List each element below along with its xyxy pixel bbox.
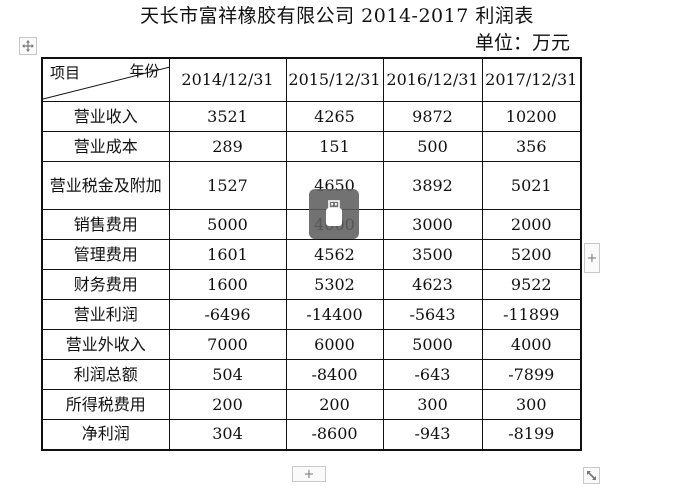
table-cell: 1600 (168, 269, 287, 300)
table-cell: 200 (285, 389, 384, 420)
unit-label: 单位：万元 (474, 32, 570, 54)
table-row: 财务费用 1600 5302 4623 9522 (41, 269, 582, 300)
table-cell: -6496 (168, 299, 287, 330)
table-cell: 5000 (382, 329, 483, 360)
table-cell: 1527 (168, 161, 287, 210)
table-cell: 5000 (168, 209, 287, 240)
table-cell: -7899 (481, 359, 582, 390)
row-label: 营业成本 (41, 131, 170, 162)
row-label: 营业利润 (41, 299, 170, 330)
table-cell: 1601 (168, 239, 287, 270)
add-column-button[interactable]: + (584, 243, 600, 273)
year-header: 2017/12/31 (481, 57, 582, 102)
move-icon (22, 40, 34, 52)
table-cell: 3892 (382, 161, 483, 210)
table-cell: 500 (382, 131, 483, 162)
table-cell: 3521 (168, 101, 287, 132)
table-cell: 10200 (481, 101, 582, 132)
table-cell: -14400 (285, 299, 384, 330)
table-row: 净利润 304 -8600 -943 -8199 (41, 419, 582, 450)
row-label: 净利润 (41, 419, 170, 450)
table-cell: 6000 (285, 329, 384, 360)
table-cell: 4265 (285, 101, 384, 132)
table-cell: 356 (481, 131, 582, 162)
resize-diagonal-icon (587, 471, 596, 480)
table-cell: 5021 (481, 161, 582, 210)
table-cell: 4562 (285, 239, 384, 270)
table-cell: 300 (382, 389, 483, 420)
table-cell: 5200 (481, 239, 582, 270)
row-label: 营业外收入 (41, 329, 170, 360)
diagonal-header-cell: 项目 年份 (41, 57, 170, 102)
table-cell: 3000 (382, 209, 483, 240)
table-cell: 304 (168, 419, 287, 450)
table-cell: -943 (382, 419, 483, 450)
income-statement-table: 项目 年份 2014/12/31 2015/12/31 2016/12/31 2… (41, 57, 582, 451)
row-label: 财务费用 (41, 269, 170, 300)
year-header: 2016/12/31 (382, 57, 483, 102)
year-header: 2014/12/31 (168, 57, 287, 102)
table-cell: 151 (285, 131, 384, 162)
year-header: 2015/12/31 (285, 57, 384, 102)
table-row: 利润总额 504 -8400 -643 -7899 (41, 359, 582, 390)
table-row: 所得税费用 200 200 300 300 (41, 389, 582, 420)
table-cell: 4623 (382, 269, 483, 300)
header-year-label: 年份 (129, 62, 160, 80)
diagonal-line (43, 66, 170, 100)
table-cell: 9522 (481, 269, 582, 300)
table-cell: -8199 (481, 419, 582, 450)
table-cell: 300 (481, 389, 582, 420)
table-cell: -11899 (481, 299, 582, 330)
table-cell: -643 (382, 359, 483, 390)
table-cell: 289 (168, 131, 287, 162)
table-row: 营业成本 289 151 500 356 (41, 131, 582, 162)
row-label: 营业税金及附加 (41, 161, 170, 210)
table-row: 营业外收入 7000 6000 5000 4000 (41, 329, 582, 360)
table-cell: -5643 (382, 299, 483, 330)
usb-overlay-button[interactable] (309, 189, 359, 239)
table-cell: 9872 (382, 101, 483, 132)
row-label: 所得税费用 (41, 389, 170, 420)
table-cell: 200 (168, 389, 287, 420)
document-title: 天长市富祥橡胶有限公司 2014-2017 利润表 (140, 5, 534, 27)
table-header-row: 项目 年份 2014/12/31 2015/12/31 2016/12/31 2… (41, 57, 582, 102)
add-row-button[interactable]: + (292, 466, 326, 482)
row-label: 销售费用 (41, 209, 170, 240)
table-cell: 3500 (382, 239, 483, 270)
table-row: 管理费用 1601 4562 3500 5200 (41, 239, 582, 270)
row-label: 利润总额 (41, 359, 170, 390)
table-row: 营业税金及附加 1527 4650 3892 5021 (41, 161, 582, 210)
table-cell: 504 (168, 359, 287, 390)
table-row: 营业收入 3521 4265 9872 10200 (41, 101, 582, 132)
table-resize-handle[interactable] (583, 467, 600, 484)
table-cell: 7000 (168, 329, 287, 360)
row-label: 营业收入 (41, 101, 170, 132)
table-cell: 5302 (285, 269, 384, 300)
table-row: 营业利润 -6496 -14400 -5643 -11899 (41, 299, 582, 330)
table-move-handle[interactable] (19, 37, 37, 55)
header-item-label: 项目 (50, 64, 81, 82)
table-cell: 4000 (481, 329, 582, 360)
table-cell: 2000 (481, 209, 582, 240)
table-cell: -8600 (285, 419, 384, 450)
usb-drive-icon (326, 200, 342, 226)
row-label: 管理费用 (41, 239, 170, 270)
table-cell: -8400 (285, 359, 384, 390)
